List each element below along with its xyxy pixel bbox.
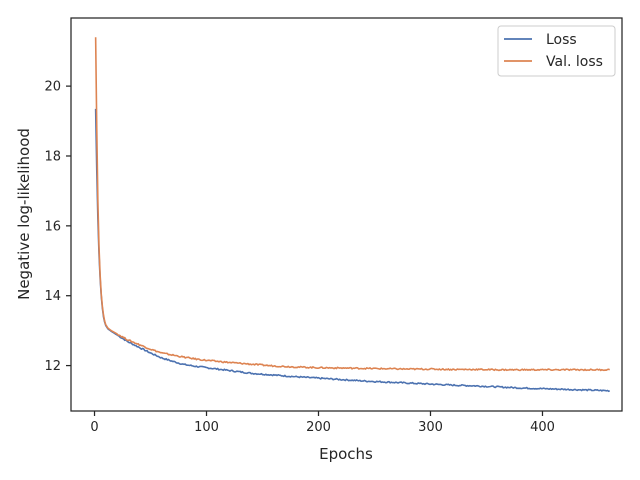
y-tick-label: 16 — [44, 219, 61, 234]
legend-label-val-loss: Val. loss — [546, 54, 603, 70]
series-lines — [94, 37, 611, 393]
x-tick-label: 400 — [530, 420, 555, 435]
y-tick-label: 14 — [44, 289, 61, 304]
legend-label-loss: Loss — [546, 32, 577, 48]
y-tick-label: 18 — [44, 149, 61, 164]
y-tick-label: 20 — [44, 80, 61, 95]
x-axis-label: Epochs — [319, 445, 373, 463]
x-tick-label: 300 — [418, 420, 443, 435]
series-line-val-loss — [94, 37, 611, 372]
x-axis-ticks: 0 100 200 300 400 — [90, 411, 555, 435]
legend: Loss Val. loss — [497, 25, 616, 77]
y-axis-ticks: 12 14 16 18 20 — [44, 80, 71, 374]
series-line-loss — [94, 108, 611, 393]
x-tick-label: 0 — [90, 420, 98, 435]
plot-area: 0 100 200 300 400 12 14 16 18 20 — [44, 17, 623, 435]
plot-frame — [70, 17, 623, 412]
y-tick-label: 12 — [44, 359, 61, 374]
x-tick-label: 200 — [306, 420, 331, 435]
x-tick-label: 100 — [194, 420, 219, 435]
y-axis-label: Negative log-likelihood — [15, 128, 33, 300]
